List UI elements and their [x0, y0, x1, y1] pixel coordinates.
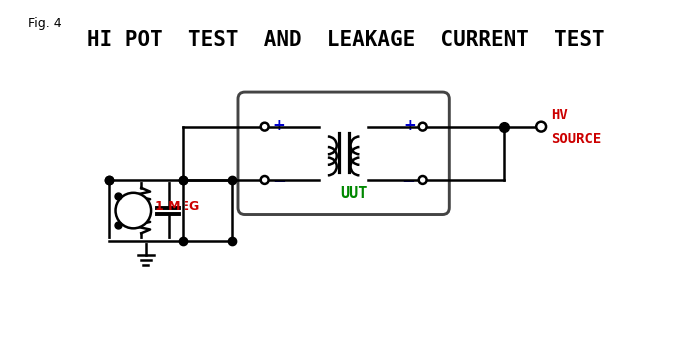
Circle shape	[419, 176, 427, 184]
Text: −: −	[273, 171, 287, 189]
Text: UUT: UUT	[340, 186, 367, 201]
Text: 1 MEG: 1 MEG	[155, 200, 199, 213]
Text: Fig. 4: Fig. 4	[28, 17, 61, 30]
Text: +: +	[403, 118, 416, 133]
Circle shape	[536, 122, 546, 132]
FancyBboxPatch shape	[238, 92, 450, 215]
Text: SOURCE: SOURCE	[551, 132, 601, 145]
Text: +: +	[273, 118, 285, 133]
Circle shape	[260, 176, 269, 184]
Text: V: V	[128, 204, 139, 217]
Text: −: −	[401, 171, 415, 189]
Circle shape	[116, 193, 151, 228]
Circle shape	[419, 123, 427, 131]
Circle shape	[260, 123, 269, 131]
Text: HI POT  TEST  AND  LEAKAGE  CURRENT  TEST: HI POT TEST AND LEAKAGE CURRENT TEST	[87, 30, 604, 50]
Text: HV: HV	[551, 108, 568, 122]
